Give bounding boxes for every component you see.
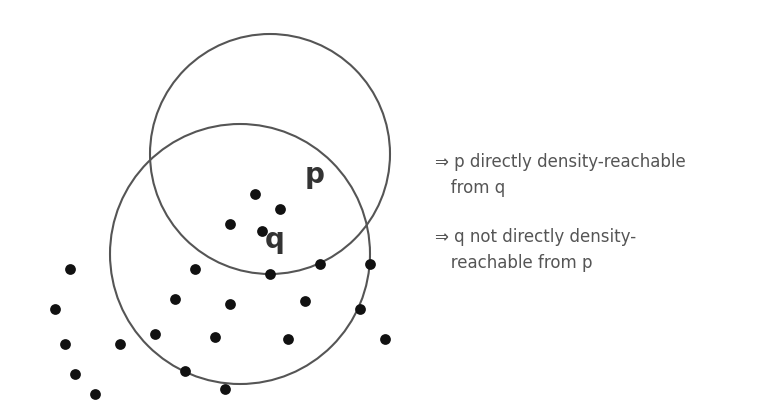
Point — [282, 336, 294, 342]
Point — [114, 341, 126, 347]
Point — [209, 334, 221, 340]
Point — [219, 386, 231, 392]
Point — [224, 221, 236, 228]
Text: p: p — [305, 160, 325, 188]
Text: ⇒ p directly density-reachable
   from q: ⇒ p directly density-reachable from q — [435, 152, 685, 197]
Point — [256, 228, 268, 235]
Point — [379, 336, 391, 342]
Point — [249, 191, 261, 198]
Point — [274, 206, 286, 213]
Point — [314, 261, 326, 267]
Point — [149, 331, 161, 337]
Point — [224, 301, 236, 308]
Point — [64, 266, 76, 273]
Point — [169, 296, 181, 302]
Point — [59, 341, 71, 347]
Point — [179, 368, 191, 374]
Text: q: q — [265, 225, 285, 253]
Point — [364, 261, 376, 267]
Text: ⇒ q not directly density-
   reachable from p: ⇒ q not directly density- reachable from… — [435, 227, 636, 271]
Point — [69, 371, 81, 377]
Point — [89, 391, 101, 397]
Point — [189, 266, 201, 273]
Point — [264, 271, 276, 277]
Point — [49, 306, 61, 312]
Point — [354, 306, 366, 312]
Point — [299, 298, 311, 304]
